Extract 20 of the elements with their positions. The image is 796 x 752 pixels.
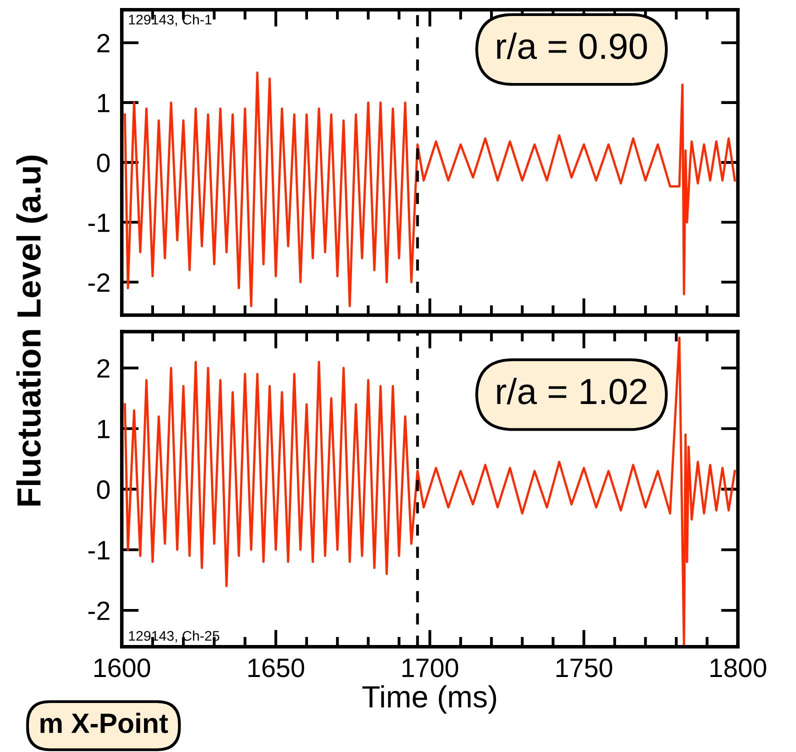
x-tick-label: 1700 bbox=[402, 658, 458, 678]
annotation: r/a = 0.90 bbox=[497, 32, 647, 60]
y-tick-label: 2 bbox=[97, 359, 110, 378]
y-tick-label: -2 bbox=[88, 273, 110, 292]
annotation: r/a = 1.02 bbox=[497, 378, 647, 404]
y-tick-label: 0 bbox=[97, 480, 110, 499]
y-tick-label: -1 bbox=[88, 541, 110, 560]
y-tick-label: -2 bbox=[88, 602, 110, 620]
y-tick-label: 0 bbox=[97, 154, 110, 172]
x-axis-title: Time (ms) bbox=[362, 685, 496, 714]
text: m X-Point bbox=[40, 712, 168, 734]
y-tick-label: 1 bbox=[98, 94, 110, 112]
y-tick-label: -1 bbox=[88, 214, 110, 232]
y-axis-title: Fluctuation Level (a.u) bbox=[16, 156, 48, 506]
x-tick-label: 1750 bbox=[556, 658, 612, 678]
x-tick-label: 1600 bbox=[94, 658, 150, 678]
x-tick-label: 1650 bbox=[248, 658, 304, 678]
x-tick-label: 1800 bbox=[710, 658, 766, 678]
y-tick-label: 2 bbox=[97, 34, 110, 52]
y-tick-label: 1 bbox=[98, 420, 110, 438]
